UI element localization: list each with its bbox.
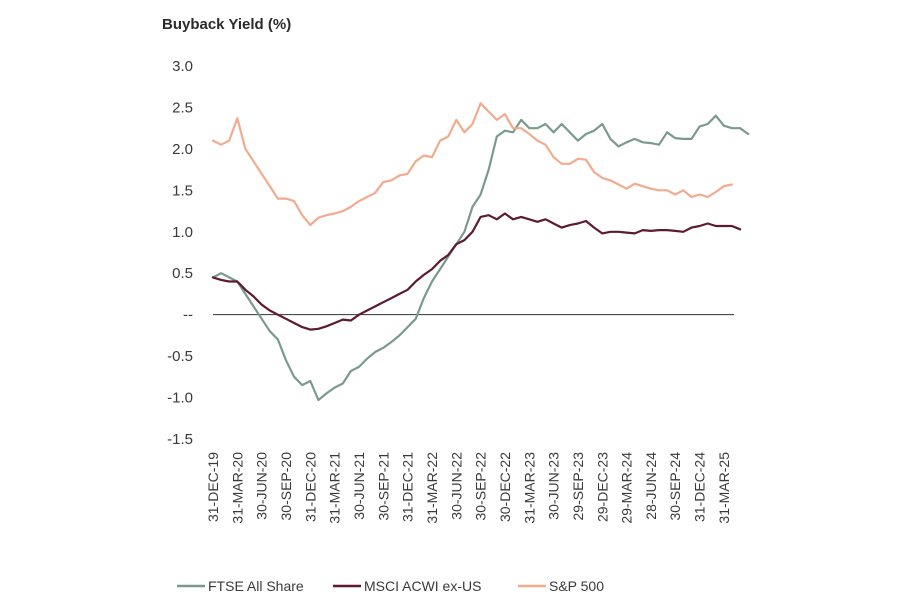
x-tick-label: 30-SEP-24 [667, 452, 683, 521]
y-tick-label: -1.0 [167, 390, 193, 407]
x-tick-label: 31-MAR-25 [716, 452, 732, 524]
x-tick-label: 30-JUN-21 [351, 452, 367, 520]
legend-label: S&P 500 [549, 578, 604, 594]
y-axis: 3.0 2.5 2.0 1.5 1.0 0.5 -- -0.5 -1.0 -1.5 [167, 58, 193, 448]
legend-label: MSCI ACWI ex-US [364, 578, 481, 594]
x-tick-label: 31-MAR-20 [229, 452, 245, 524]
x-tick-label: 30-JUN-23 [546, 452, 562, 520]
y-tick-label: 1.5 [172, 182, 193, 199]
legend: FTSE All Share MSCI ACWI ex-US S&P 500 [177, 578, 604, 594]
series-lines [211, 102, 750, 402]
series-line [211, 212, 742, 331]
chart-title: Buyback Yield (%) [162, 16, 291, 33]
x-tick-label: 28-JUN-24 [643, 452, 659, 520]
series-line [211, 102, 734, 227]
x-tick-label: 29-SEP-23 [570, 452, 586, 521]
y-tick-label: -0.5 [167, 348, 193, 365]
x-tick-label: 30-DEC-22 [497, 452, 513, 522]
x-tick-label: 31-DEC-19 [205, 452, 221, 522]
x-tick-label: 30-SEP-21 [375, 452, 391, 521]
x-tick-label: 29-DEC-23 [594, 452, 610, 522]
x-tick-label: 31-DEC-20 [302, 452, 318, 522]
x-tick-label: 31-DEC-24 [692, 452, 708, 522]
x-tick-label: 31-MAR-21 [327, 452, 343, 524]
x-tick-label: 30-SEP-20 [278, 452, 294, 521]
x-axis: 31-DEC-19 31-MAR-20 30-JUN-20 30-SEP-20 31-D… [205, 452, 732, 524]
y-tick-label: -- [183, 307, 193, 324]
x-tick-label: 30-JUN-20 [254, 452, 270, 520]
x-tick-label: 30-JUN-22 [448, 452, 464, 520]
x-tick-label: 29-MAR-24 [619, 452, 635, 524]
x-tick-label: 31-MAR-23 [521, 452, 537, 524]
series-line [211, 114, 750, 402]
x-tick-label: 31-MAR-22 [424, 452, 440, 524]
y-tick-label: 3.0 [172, 58, 193, 75]
y-tick-label: -1.5 [167, 431, 193, 448]
y-tick-label: 1.0 [172, 224, 193, 241]
x-tick-label: 30-SEP-22 [473, 452, 489, 521]
x-tick-label: 31-DEC-21 [400, 452, 416, 522]
legend-label: FTSE All Share [208, 578, 304, 594]
y-tick-label: 2.5 [172, 99, 193, 116]
y-tick-label: 0.5 [172, 265, 193, 282]
y-tick-label: 2.0 [172, 141, 193, 158]
